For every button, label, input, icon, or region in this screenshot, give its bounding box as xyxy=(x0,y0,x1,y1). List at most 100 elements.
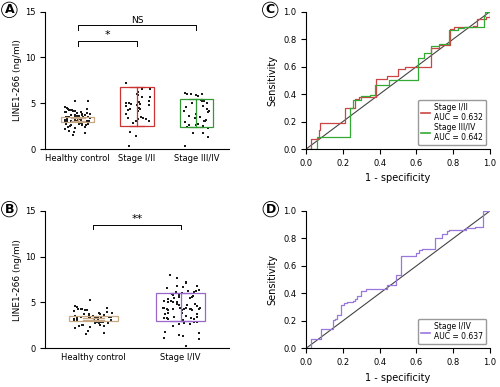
Point xyxy=(190,300,198,307)
Point xyxy=(192,288,200,294)
Point xyxy=(71,125,79,131)
Point xyxy=(83,307,91,313)
Point xyxy=(70,325,78,331)
Point xyxy=(173,283,181,289)
Point xyxy=(182,313,190,319)
Point xyxy=(68,115,76,121)
Bar xyxy=(120,87,154,126)
Bar xyxy=(180,99,213,127)
Text: A: A xyxy=(4,3,14,16)
Point xyxy=(86,115,94,121)
Point xyxy=(124,107,132,113)
Point xyxy=(61,125,69,132)
Point xyxy=(186,305,194,312)
X-axis label: 1 - specificity: 1 - specificity xyxy=(366,173,430,183)
Point xyxy=(82,331,90,337)
Point xyxy=(61,109,69,115)
Point xyxy=(134,103,141,109)
Point xyxy=(83,106,91,112)
Point xyxy=(70,316,78,322)
Point xyxy=(160,305,168,312)
Point xyxy=(73,304,81,310)
Point xyxy=(170,314,178,320)
Point xyxy=(164,298,172,305)
Point xyxy=(94,316,102,322)
Point xyxy=(61,104,69,110)
Point xyxy=(92,315,100,321)
Point xyxy=(62,109,70,115)
Point xyxy=(83,118,91,125)
Point xyxy=(182,279,190,285)
Point xyxy=(71,111,79,118)
Text: **: ** xyxy=(132,214,142,224)
Point xyxy=(126,129,134,135)
Point xyxy=(124,115,132,122)
Point xyxy=(74,305,82,312)
Point xyxy=(86,118,94,124)
Text: D: D xyxy=(266,203,276,216)
Point xyxy=(190,319,198,325)
Point xyxy=(180,333,188,339)
Point xyxy=(196,330,203,336)
Point xyxy=(201,118,209,124)
Point xyxy=(200,118,208,125)
Point xyxy=(176,302,184,308)
Point xyxy=(60,117,68,123)
Point xyxy=(194,287,202,293)
Point xyxy=(146,118,154,124)
Point xyxy=(160,305,168,312)
Point xyxy=(204,134,212,140)
Point xyxy=(72,98,80,104)
Point xyxy=(76,306,84,312)
Point xyxy=(192,122,200,128)
Point xyxy=(80,119,88,125)
Point xyxy=(73,317,81,324)
Y-axis label: LINE1-266 (ng/ml): LINE1-266 (ng/ml) xyxy=(13,239,22,320)
Point xyxy=(144,98,152,104)
Point xyxy=(194,121,202,127)
Point xyxy=(82,124,90,130)
Point xyxy=(195,306,203,312)
Point xyxy=(194,319,202,325)
Point xyxy=(175,290,183,296)
Point xyxy=(169,299,177,305)
Point xyxy=(84,328,92,334)
Point xyxy=(206,108,214,114)
Point xyxy=(70,308,78,314)
Point xyxy=(79,119,87,125)
Point xyxy=(71,117,79,123)
Point xyxy=(86,111,94,117)
Point xyxy=(93,314,101,320)
Point xyxy=(69,132,77,138)
Point xyxy=(175,321,183,327)
Point xyxy=(77,108,85,115)
Point xyxy=(161,329,169,335)
Point xyxy=(175,293,183,299)
Point xyxy=(204,99,212,106)
Point xyxy=(80,322,88,328)
X-axis label: 1 - specificity: 1 - specificity xyxy=(366,373,430,383)
Point xyxy=(164,310,172,316)
Point xyxy=(196,97,204,103)
Point xyxy=(98,319,106,325)
Point xyxy=(84,120,92,126)
Point xyxy=(137,114,145,120)
Point xyxy=(172,290,180,296)
Point xyxy=(89,318,97,324)
Point xyxy=(193,310,201,317)
Point xyxy=(133,91,141,98)
Point xyxy=(200,122,207,128)
Point xyxy=(182,91,190,97)
Point xyxy=(199,103,207,109)
Point xyxy=(174,294,182,300)
Point xyxy=(82,122,90,128)
Point xyxy=(96,310,104,317)
Point xyxy=(97,314,105,320)
Point xyxy=(198,130,206,136)
Point xyxy=(184,302,192,308)
Point xyxy=(81,307,89,313)
Point xyxy=(99,318,107,324)
Point xyxy=(83,110,91,116)
Point xyxy=(75,113,83,119)
Point xyxy=(204,110,212,116)
